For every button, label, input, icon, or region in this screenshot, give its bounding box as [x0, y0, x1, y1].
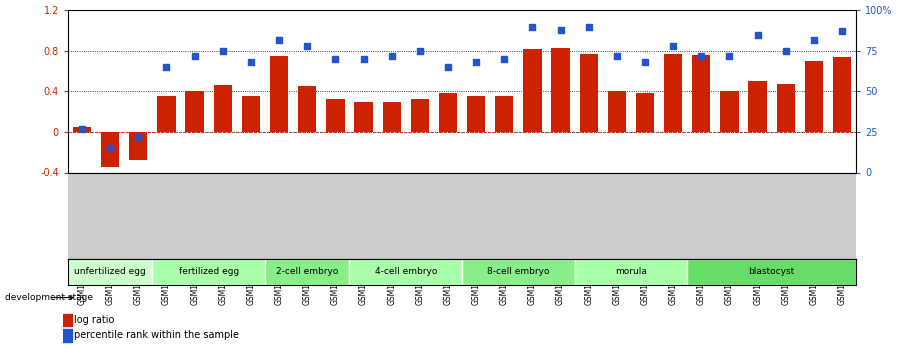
- Bar: [298, 86, 316, 132]
- Bar: [152, 259, 265, 285]
- Point: [610, 53, 624, 59]
- Point: [216, 48, 230, 53]
- Point: [834, 29, 849, 34]
- Point: [582, 24, 596, 29]
- Bar: [439, 93, 458, 132]
- Bar: [214, 85, 232, 132]
- Point: [722, 53, 737, 59]
- Bar: [692, 55, 710, 132]
- Point: [778, 48, 793, 53]
- Point: [750, 32, 765, 38]
- Bar: [242, 97, 260, 132]
- Point: [131, 134, 146, 140]
- Bar: [664, 54, 682, 132]
- Bar: [326, 99, 344, 132]
- Bar: [496, 97, 514, 132]
- Point: [300, 43, 314, 49]
- Bar: [608, 91, 626, 132]
- Bar: [382, 101, 400, 132]
- Bar: [574, 259, 688, 285]
- Point: [440, 64, 455, 70]
- Point: [694, 53, 708, 59]
- Bar: [776, 84, 795, 132]
- Point: [412, 48, 427, 53]
- Point: [469, 59, 484, 65]
- Point: [554, 27, 568, 32]
- Bar: [552, 48, 570, 132]
- Point: [328, 56, 342, 62]
- Text: GDS578 / 19019: GDS578 / 19019: [414, 0, 510, 1]
- Text: unfertilized egg: unfertilized egg: [74, 267, 146, 276]
- Text: 2-cell embryo: 2-cell embryo: [276, 267, 339, 276]
- Bar: [265, 259, 350, 285]
- Text: morula: morula: [615, 267, 647, 276]
- Bar: [186, 91, 204, 132]
- Point: [356, 56, 371, 62]
- Point: [497, 56, 512, 62]
- Bar: [63, 329, 72, 342]
- Point: [188, 53, 202, 59]
- Bar: [63, 314, 72, 326]
- Bar: [688, 259, 856, 285]
- Point: [159, 64, 174, 70]
- Bar: [130, 132, 148, 160]
- Bar: [101, 132, 120, 167]
- Point: [75, 126, 90, 131]
- Point: [103, 146, 118, 151]
- Bar: [833, 57, 852, 132]
- Bar: [270, 56, 288, 132]
- Point: [666, 43, 680, 49]
- Bar: [158, 97, 176, 132]
- Bar: [524, 49, 542, 132]
- Text: 8-cell embryo: 8-cell embryo: [487, 267, 550, 276]
- Bar: [410, 99, 429, 132]
- Bar: [350, 259, 462, 285]
- Bar: [636, 93, 654, 132]
- Point: [244, 59, 258, 65]
- Point: [638, 59, 652, 65]
- Bar: [354, 101, 372, 132]
- Bar: [72, 127, 92, 132]
- Bar: [748, 81, 766, 132]
- Text: fertilized egg: fertilized egg: [178, 267, 239, 276]
- Bar: [720, 91, 738, 132]
- Bar: [467, 97, 486, 132]
- Text: development stage: development stage: [5, 293, 92, 302]
- Text: percentile rank within the sample: percentile rank within the sample: [74, 331, 239, 340]
- Text: log ratio: log ratio: [74, 315, 114, 325]
- Bar: [580, 54, 598, 132]
- Point: [384, 53, 399, 59]
- Point: [806, 37, 821, 42]
- Bar: [805, 61, 823, 132]
- Bar: [462, 259, 574, 285]
- Bar: [68, 259, 152, 285]
- Text: blastocyst: blastocyst: [748, 267, 795, 276]
- Point: [272, 37, 286, 42]
- Point: [525, 24, 540, 29]
- Text: 4-cell embryo: 4-cell embryo: [374, 267, 437, 276]
